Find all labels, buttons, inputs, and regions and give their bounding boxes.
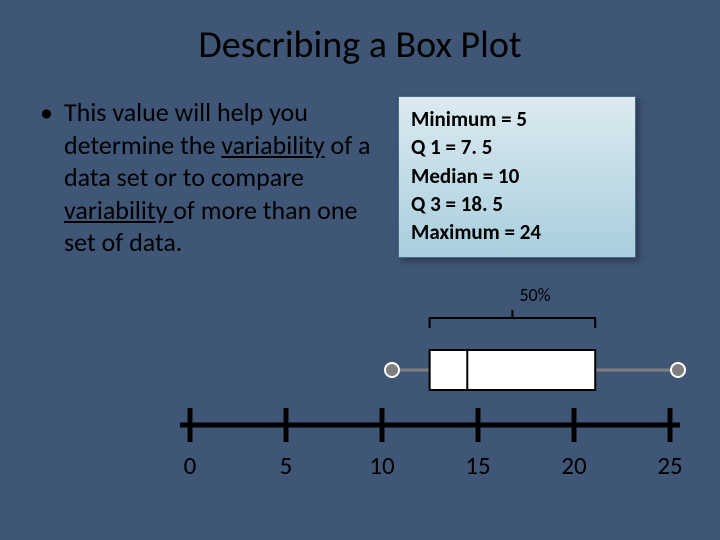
content-area: • This value will help you determine the… <box>0 68 720 259</box>
stats-box: Minimum = 5 Q 1 = 7. 5 Median = 10 Q 3 =… <box>398 96 636 258</box>
axis-tick-label: 10 <box>369 450 394 481</box>
stat-min: Minimum = 5 <box>411 105 623 133</box>
boxplot-chart <box>380 300 690 410</box>
axis-tick-label: 15 <box>465 450 490 481</box>
axis-tick-label: 0 <box>184 450 197 481</box>
axis-labels: 0 5 10 15 20 25 <box>170 450 690 480</box>
stat-q3: Q 3 = 18. 5 <box>411 190 623 218</box>
stat-q1: Q 1 = 7. 5 <box>411 133 623 161</box>
right-panel: Minimum = 5 Q 1 = 7. 5 Median = 10 Q 3 =… <box>380 96 690 259</box>
stat-median: Median = 10 <box>411 162 623 190</box>
bullet-body: This value will help you determine the v… <box>64 96 380 259</box>
stat-max: Maximum = 24 <box>411 218 623 246</box>
axis-tick-label: 25 <box>657 450 682 481</box>
axis-tick-label: 20 <box>561 450 586 481</box>
bullet-marker: • <box>40 96 64 259</box>
number-line <box>170 400 690 450</box>
txt-u2: variability <box>64 194 173 226</box>
bullet-text: • This value will help you determine the… <box>40 96 380 259</box>
slide-title: Describing a Box Plot <box>0 0 720 68</box>
axis-tick-label: 5 <box>280 450 293 481</box>
txt-u1: variability <box>221 129 324 161</box>
